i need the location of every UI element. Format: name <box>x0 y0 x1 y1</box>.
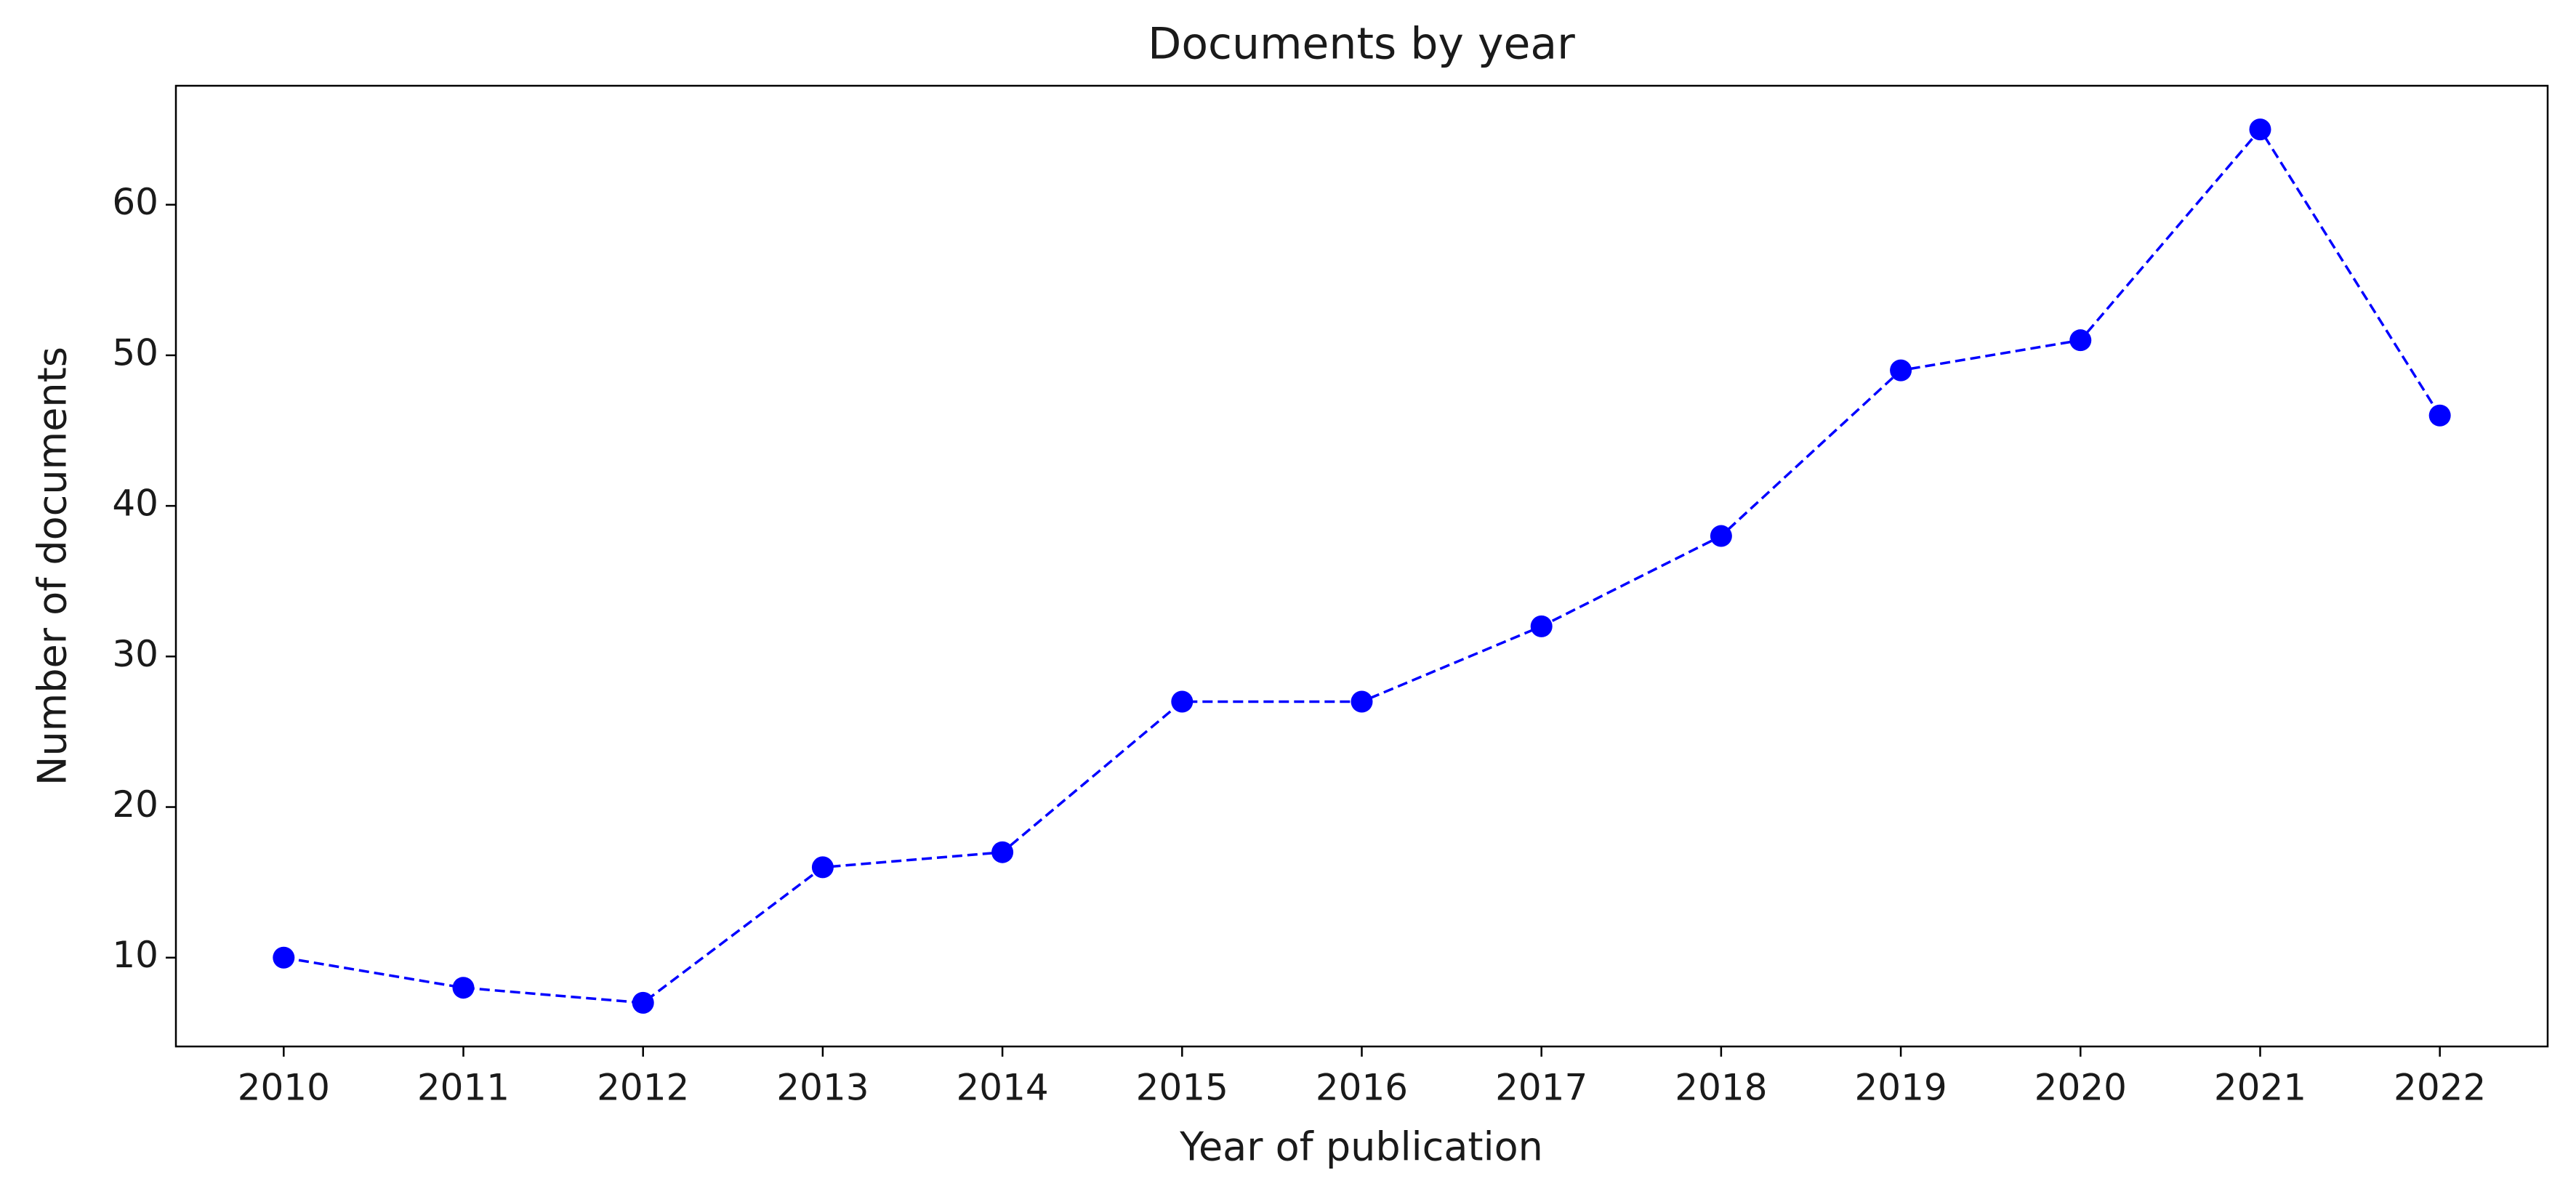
x-tick-label: 2017 <box>1495 1067 1587 1109</box>
x-tick-label: 2012 <box>597 1067 689 1109</box>
x-tick-label: 2022 <box>2394 1067 2486 1109</box>
data-point <box>632 991 654 1014</box>
x-tick-label: 2010 <box>238 1067 330 1109</box>
data-point <box>452 977 475 999</box>
y-tick-label: 20 <box>112 783 158 826</box>
data-line <box>283 127 2442 1004</box>
data-point <box>991 841 1014 863</box>
x-tick-label: 2019 <box>1854 1067 1947 1109</box>
data-point <box>1710 525 1732 547</box>
x-tick-label: 2021 <box>2214 1067 2306 1109</box>
y-tick-label: 50 <box>112 331 158 374</box>
data-point <box>273 946 295 969</box>
y-tick-label: 40 <box>112 483 158 525</box>
data-point <box>2249 118 2271 141</box>
data-point <box>1351 690 1373 713</box>
y-tick-label: 10 <box>112 934 158 976</box>
y-axis-label: Number of documents <box>30 347 76 786</box>
data-point <box>1890 359 1912 382</box>
data-point <box>1530 615 1553 637</box>
data-point <box>811 856 834 879</box>
x-tick-label: 2014 <box>956 1067 1048 1109</box>
data-point <box>2428 404 2451 427</box>
chart-title: Documents by year <box>1148 19 1575 70</box>
data-point <box>1171 690 1194 713</box>
x-tick-label: 2018 <box>1675 1067 1767 1109</box>
plot-frame <box>174 84 2549 1048</box>
x-axis-label: Year of publication <box>1179 1124 1543 1170</box>
x-tick-label: 2016 <box>1316 1067 1408 1109</box>
x-tick-label: 2020 <box>2034 1067 2127 1109</box>
x-tick-label: 2015 <box>1136 1067 1228 1109</box>
data-point <box>2069 329 2092 352</box>
x-tick-label: 2011 <box>417 1067 510 1109</box>
y-tick-label: 60 <box>112 181 158 223</box>
y-tick-label: 30 <box>112 633 158 675</box>
x-tick-label: 2013 <box>776 1067 869 1109</box>
